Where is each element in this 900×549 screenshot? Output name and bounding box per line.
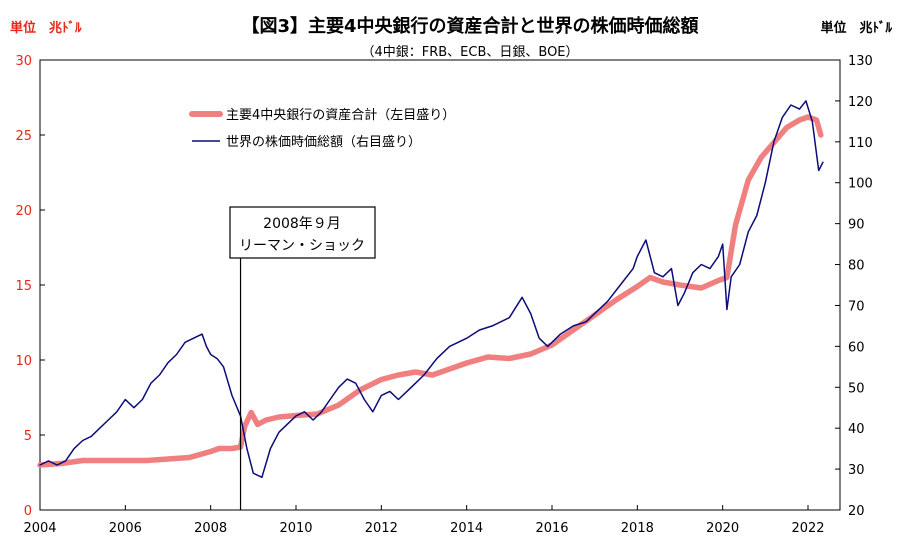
annotation-date: 2008年９月	[263, 216, 341, 232]
x-tick-label: 2010	[279, 521, 312, 536]
right-tick-label: 120	[848, 95, 873, 110]
legend-label-stock-market: 世界の株価時価総額（右目盛り）	[226, 135, 421, 150]
left-tick-label: 15	[15, 279, 32, 294]
right-tick-label: 30	[848, 463, 865, 478]
x-tick-label: 2014	[450, 521, 483, 536]
x-tick-label: 2008	[194, 521, 227, 536]
series-layer	[37, 100, 824, 479]
plot-border	[39, 59, 841, 511]
right-axis-unit: 単位 兆ﾄﾞﾙ	[820, 20, 892, 36]
right-tick-label: 50	[848, 381, 865, 396]
left-axis: 0 5 10 15 20 25 30	[15, 54, 45, 519]
x-tick-label: 2004	[23, 521, 56, 536]
legend-label-central-bank: 主要4中央銀行の資産合計（左目盛り）	[226, 107, 455, 123]
left-tick-label: 30	[15, 54, 32, 69]
chart-title: 【図3】主要4中央銀行の資産合計と世界の株価時価総額	[241, 15, 698, 37]
right-tick-label: 130	[848, 54, 873, 69]
x-tick-label: 2012	[365, 521, 398, 536]
chart-subtitle: （4中銀：FRB、ECB、日銀、BOE）	[361, 45, 578, 60]
annotation: 2008年９月 リーマン・ショック	[229, 206, 376, 510]
right-tick-label: 40	[848, 422, 865, 437]
series-line-stock-market	[39, 100, 824, 479]
x-tick-label: 2022	[791, 521, 824, 536]
left-tick-label: 0	[24, 504, 32, 519]
right-axis: 20 30 40 50 60 70 80 90 100 110 120 130	[835, 54, 873, 519]
plot-area	[39, 59, 841, 511]
x-tick-label: 2016	[535, 521, 568, 536]
right-tick-label: 70	[848, 299, 865, 314]
right-tick-label: 60	[848, 340, 865, 355]
right-tick-label: 20	[848, 504, 865, 519]
left-axis-unit: 単位 兆ﾄﾞﾙ	[10, 20, 82, 36]
annotation-box	[229, 206, 376, 259]
right-tick-label: 100	[848, 177, 873, 192]
x-tick-label: 2018	[621, 521, 654, 536]
left-tick-label: 25	[15, 129, 32, 144]
x-tick-label: 2006	[109, 521, 142, 536]
annotation-event: リーマン・ショック	[239, 238, 365, 254]
legend: 主要4中央銀行の資産合計（左目盛り） 世界の株価時価総額（右目盛り）	[189, 107, 455, 150]
x-axis: 2004 2006 2008 2010 2012 2014 2016 2018 2020 2022	[23, 505, 825, 536]
left-tick-label: 20	[15, 204, 32, 219]
left-tick-label: 5	[24, 429, 32, 444]
left-tick-label: 10	[15, 354, 32, 369]
right-tick-label: 80	[848, 259, 865, 274]
series-line-central-bank	[37, 114, 824, 468]
right-tick-label: 110	[848, 136, 873, 151]
right-tick-label: 90	[848, 218, 865, 233]
x-tick-label: 2020	[706, 521, 739, 536]
